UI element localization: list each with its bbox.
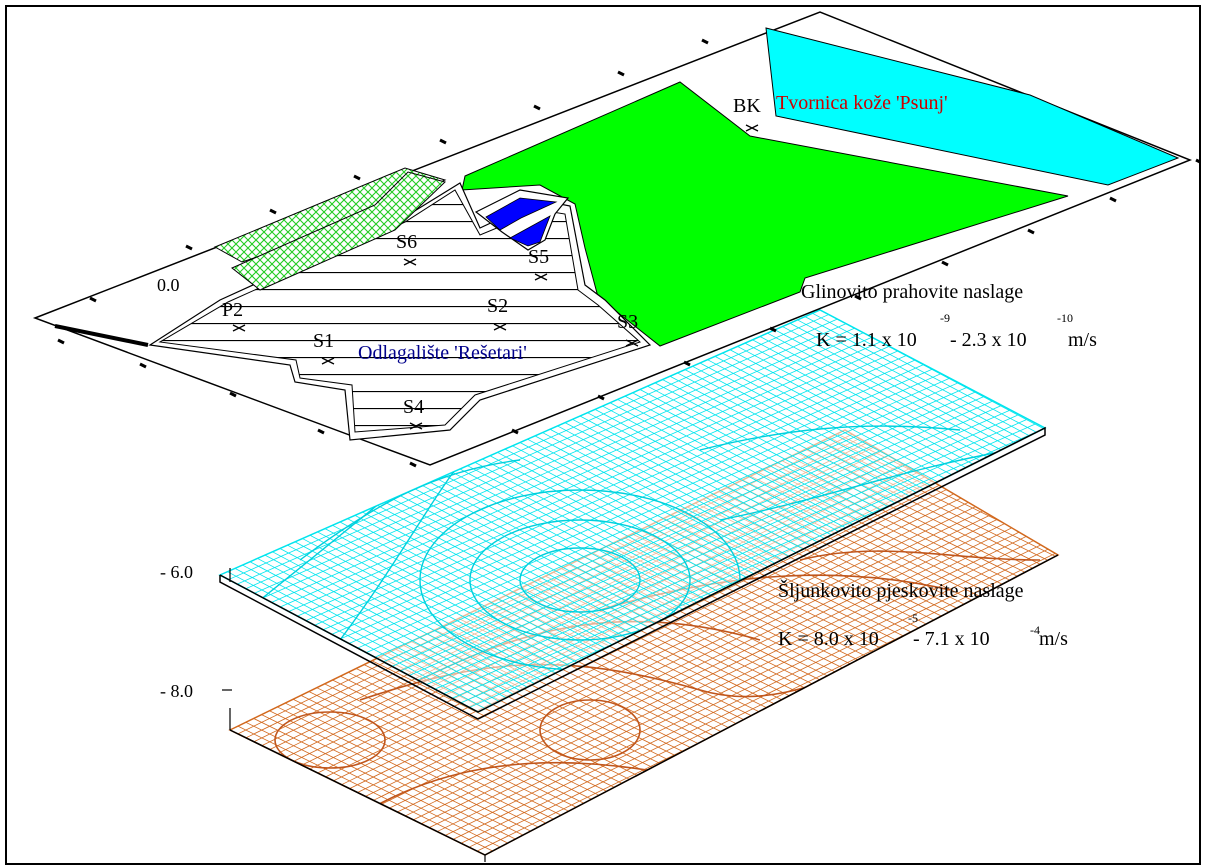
mesh-line xyxy=(357,492,973,793)
mesh-line xyxy=(429,527,1045,829)
well-s5-label: S5 xyxy=(528,246,549,268)
leather-factory-area xyxy=(765,27,1180,186)
mesh-line xyxy=(413,519,1029,821)
well-markers: BK S6 S5 P2 S2 S3 S1 S4 xyxy=(222,95,761,430)
surface-map: 0.0 Tvornica kože 'Psunj' Odlagalište 'R… xyxy=(32,11,1201,468)
mesh-line xyxy=(373,499,989,801)
well-s2-label: S2 xyxy=(487,295,508,317)
mesh-line xyxy=(254,327,855,594)
mesh-line xyxy=(341,484,957,786)
road-segment xyxy=(54,324,149,347)
mesh-line xyxy=(331,369,932,635)
landfill-label: Odlagalište 'Rešetari' xyxy=(358,342,527,364)
figure-frame xyxy=(5,5,1201,865)
mesh-line xyxy=(305,355,907,622)
mesh-line xyxy=(421,523,1037,825)
axis-ticks xyxy=(57,38,1201,468)
mesh-line xyxy=(417,414,1018,681)
mesh-line xyxy=(443,428,1044,695)
mesh-line xyxy=(245,323,846,590)
clay-k-exp1: -9 xyxy=(940,311,950,325)
mesh-line xyxy=(228,314,829,580)
mesh-line xyxy=(297,350,898,617)
well-s4-label: S4 xyxy=(403,396,424,418)
clay-k-prefix: K = 1.1 x 10 xyxy=(816,329,917,351)
well-s3-label: S3 xyxy=(617,311,638,333)
mesh-line xyxy=(460,542,1058,844)
mesh-line xyxy=(349,488,965,789)
well-s1-label: S1 xyxy=(313,330,334,352)
gravel-k-exp1: -5 xyxy=(908,611,918,625)
well-p2-label: P2 xyxy=(222,299,243,321)
pond-water xyxy=(485,197,558,231)
gravel-title: Šljunkovito pjeskovite naslage xyxy=(778,578,1024,602)
mesh-line xyxy=(437,531,1053,832)
mesh-line xyxy=(340,373,941,640)
mesh-line xyxy=(452,539,1058,840)
vegetation-strip-2 xyxy=(231,171,446,291)
mesh-line xyxy=(389,507,1005,809)
mesh-line xyxy=(400,405,1001,672)
mesh-line xyxy=(271,337,872,603)
mesh-line xyxy=(383,396,984,663)
gravel-legend: Šljunkovito pjeskovite naslage K = 8.0 x… xyxy=(778,578,1068,650)
mesh-line xyxy=(348,378,950,644)
mesh-line xyxy=(365,496,981,797)
mesh-line xyxy=(397,511,1013,813)
gravel-k-exp2: -4 xyxy=(1030,623,1040,637)
green-area xyxy=(461,81,1069,347)
mesh-line xyxy=(374,391,975,658)
gravel-elevation-label: - 8.0 xyxy=(160,681,193,701)
mesh-line xyxy=(288,346,889,612)
clay-k-unit: m/s xyxy=(1068,329,1097,351)
clay-k-mid: - 2.3 x 10 xyxy=(950,329,1027,351)
clay-k-exp2: -10 xyxy=(1057,311,1073,325)
mesh-line xyxy=(444,535,1058,836)
mesh-line xyxy=(237,318,838,585)
gravel-k-unit: m/s xyxy=(1039,628,1068,650)
mesh-line xyxy=(262,332,864,599)
mesh-line xyxy=(323,364,924,631)
mesh-line xyxy=(280,341,881,608)
pond-water-2 xyxy=(509,215,551,247)
well-s6-label: S6 xyxy=(396,231,417,253)
gravel-k-mid: - 7.1 x 10 xyxy=(913,628,990,650)
mesh-line xyxy=(426,419,1027,685)
mesh-line xyxy=(366,387,967,653)
landfill-area xyxy=(158,189,641,433)
clay-layer: - 6.0 xyxy=(160,309,1047,720)
clay-elevation-label: - 6.0 xyxy=(160,562,193,582)
factory-label: Tvornica kože 'Psunj' xyxy=(776,92,948,114)
mesh-line xyxy=(409,410,1010,676)
clay-title: Glinovito prahovite naslage xyxy=(801,281,1023,303)
mesh-line xyxy=(381,503,997,805)
gravel-k-prefix: K = 8.0 x 10 xyxy=(778,628,879,650)
surface-elevation-label: 0.0 xyxy=(157,275,180,295)
mesh-line xyxy=(391,400,993,667)
well-bk-label: BK xyxy=(733,95,761,117)
clay-legend: Glinovito prahovite naslage K = 1.1 x 10… xyxy=(801,281,1097,351)
